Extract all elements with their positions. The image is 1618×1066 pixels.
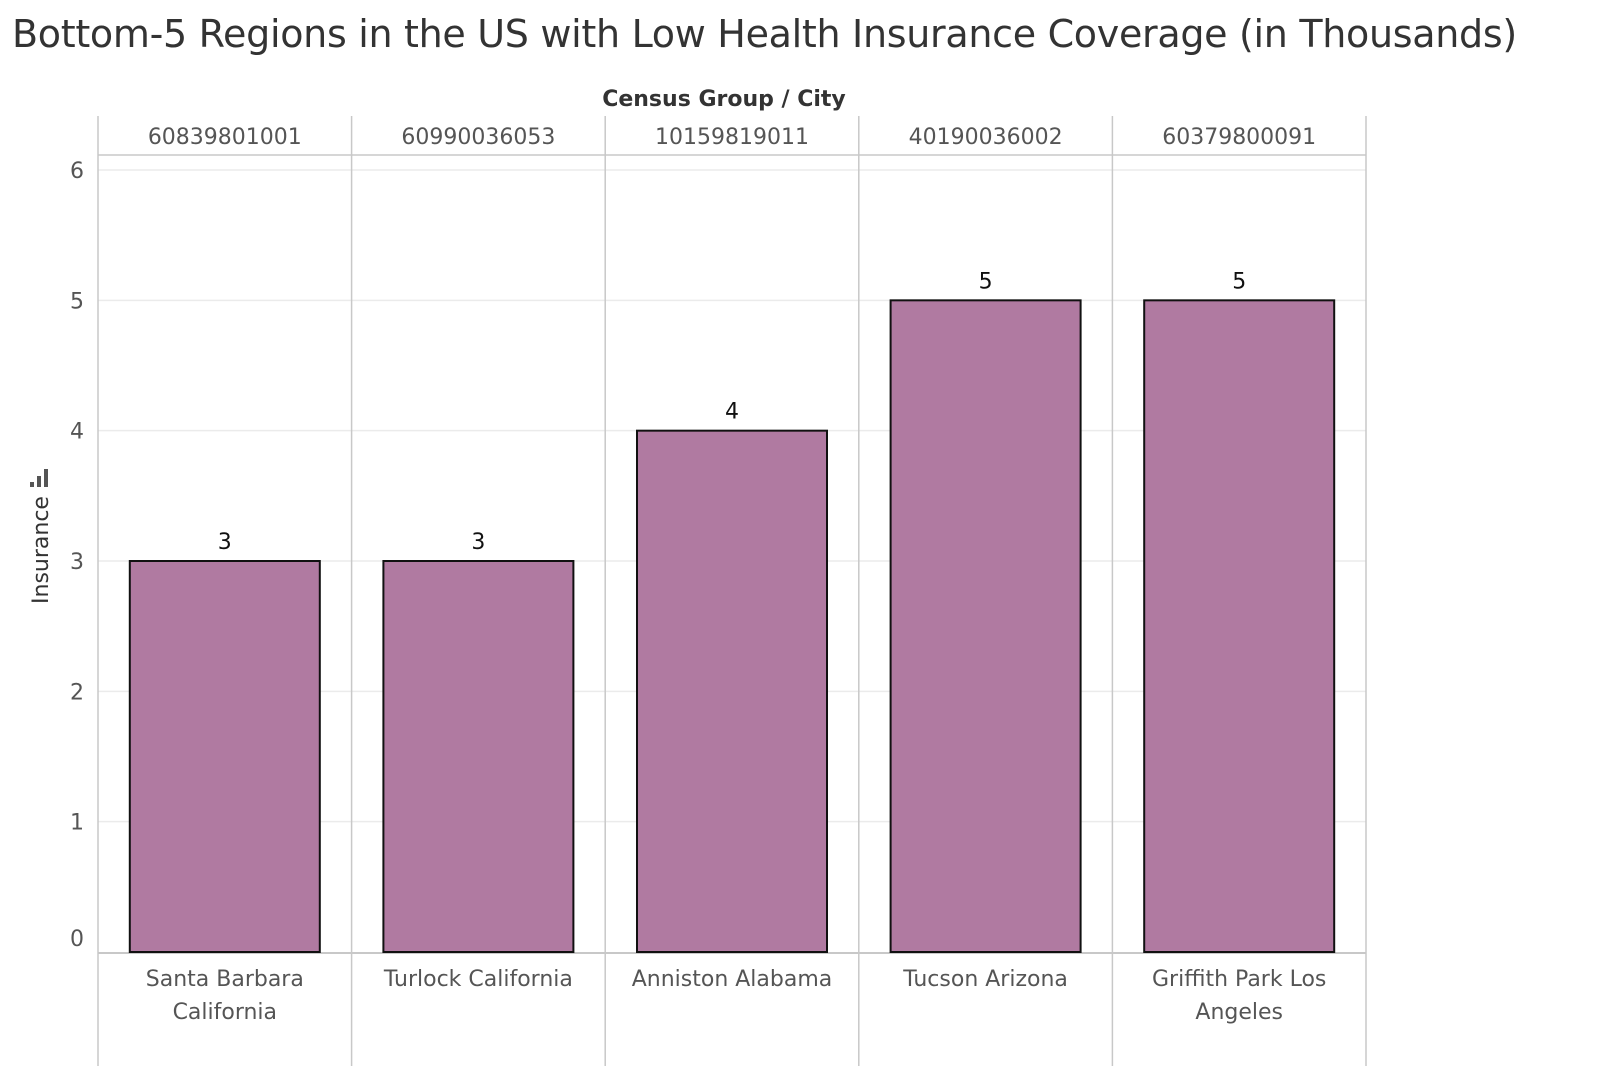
census-group-label: 60990036053 (401, 125, 555, 150)
city-label: Santa Barbara (146, 967, 304, 992)
census-group-label: 10159819011 (655, 125, 809, 150)
city-label: Tucson Arizona (902, 967, 1068, 992)
census-group-label: 60839801001 (148, 125, 302, 150)
bar (1143, 299, 1336, 954)
city-label: Anniston Alabama (632, 967, 833, 992)
sort-icon[interactable] (30, 469, 48, 487)
data-labels: 3 3 4 5 5 (218, 269, 1246, 555)
city-label: Angeles (1195, 1000, 1283, 1025)
y-tick-label: 4 (70, 420, 84, 445)
header-label: Census Group / City (602, 87, 846, 112)
y-tick-label: 6 (70, 159, 84, 184)
data-label: 3 (471, 530, 485, 555)
y-axis-ticks: 0 1 2 3 4 5 6 (70, 159, 84, 952)
bar (382, 560, 575, 953)
y-tick-label: 2 (70, 680, 84, 705)
bars (128, 299, 1336, 954)
city-label: Turlock California (383, 967, 573, 992)
data-label: 3 (218, 530, 232, 555)
chart-title: Bottom-5 Regions in the US with Low Heal… (12, 12, 1517, 56)
y-tick-label: 3 (70, 550, 84, 575)
bar (889, 299, 1082, 954)
data-label: 5 (1232, 269, 1246, 294)
city-labels: Santa Barbara California Turlock Californi… (146, 967, 1327, 1025)
bar (128, 560, 321, 953)
data-label: 4 (725, 400, 739, 425)
census-group-label: 60379800091 (1162, 125, 1316, 150)
y-tick-label: 1 (70, 811, 84, 836)
column-dividers (97, 116, 1367, 1066)
city-label: California (173, 1000, 277, 1025)
sort-icon-bar (44, 469, 48, 487)
data-label: 5 (979, 269, 993, 294)
y-axis-title: Insurance (29, 496, 54, 604)
city-label: Griffith Park Los (1152, 967, 1326, 992)
sort-icon-bar (30, 482, 34, 487)
y-tick-label: 5 (70, 289, 84, 314)
sort-icon-bar (37, 476, 41, 487)
bar (636, 429, 828, 953)
y-tick-label: 0 (70, 927, 84, 952)
census-group-labels: 60839801001 60990036053 10159819011 4019003… (148, 125, 1316, 150)
census-group-label: 40190036002 (909, 125, 1063, 150)
